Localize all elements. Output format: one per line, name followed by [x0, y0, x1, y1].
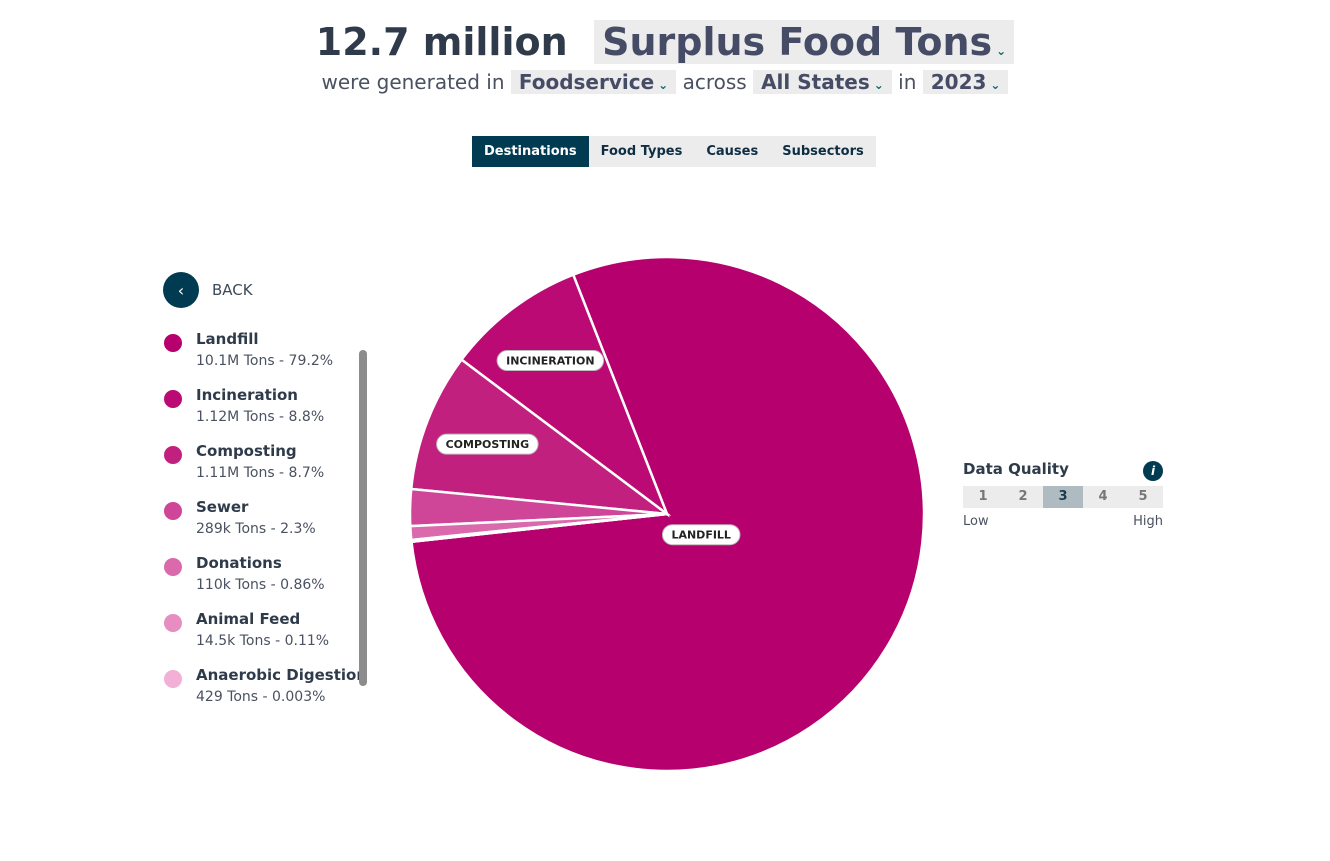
dq-scale: Low High [963, 514, 1163, 529]
legend-item[interactable]: Sewer 289k Tons - 2.3% [163, 498, 363, 554]
headline: 12.7 million Surplus Food Tons [0, 20, 1330, 64]
legend-name: Donations [196, 554, 282, 572]
tab[interactable]: Causes [706, 144, 759, 159]
slice-label-pill [661, 524, 741, 546]
legend-value: 1.12M Tons - 8.8% [196, 409, 325, 425]
slice-label-pill [436, 433, 539, 455]
region-select[interactable]: All States [753, 70, 892, 94]
back-button[interactable]: ‹ BACK [163, 272, 253, 308]
back-icon: ‹ [163, 272, 199, 308]
text: across [682, 70, 747, 94]
legend-value: 10.1M Tons - 79.2% [196, 353, 334, 369]
dq-low: Low [963, 514, 989, 529]
legend-name: Landfill [196, 330, 259, 348]
tab[interactable]: Subsectors [782, 144, 864, 159]
data-quality: Data Quality i 1 2 3 4 5 Low High [963, 460, 1163, 529]
back-label: BACK [212, 281, 253, 299]
year-select[interactable]: 2023 [922, 70, 1009, 94]
legend-name: Incineration [196, 386, 298, 404]
text: were generated in [321, 70, 505, 94]
slice-label: Composting [446, 438, 530, 451]
legend-value: 110k Tons - 0.86% [196, 577, 325, 593]
legend-name: Animal Feed [196, 610, 301, 628]
legend-dot [164, 614, 182, 632]
slice-label-pill [496, 350, 605, 372]
legend-dot [164, 390, 182, 408]
legend-item[interactable]: Donations 110k Tons - 0.86% [163, 554, 363, 610]
tabs: Destinations Food Types Causes Subsectors [472, 136, 876, 167]
legend-dot [164, 558, 182, 576]
slice-label: Landfill [671, 529, 731, 542]
info-icon[interactable]: i [1143, 461, 1163, 481]
legend-item[interactable]: Composting 1.11M Tons - 8.7% [163, 442, 363, 498]
slice-label: Incineration [506, 355, 594, 368]
legend-item[interactable]: Incineration 1.12M Tons - 8.8% [163, 386, 363, 442]
tab[interactable]: Food Types [600, 144, 683, 159]
dq-level[interactable]: 2 [1003, 486, 1043, 508]
legend: Landfill 10.1M Tons - 79.2% Incineration 1.… [163, 330, 367, 722]
dq-title: Data Quality [963, 460, 1069, 478]
legend-item[interactable]: Animal Feed 14.5k Tons - 0.11% [163, 610, 363, 666]
legend-item[interactable]: Anaerobic Digestion 429 Tons - 0.003% [163, 666, 367, 722]
legend-name: Composting [196, 442, 297, 460]
legend-value: 429 Tons - 0.003% [196, 689, 326, 705]
dq-level[interactable]: 4 [1083, 486, 1123, 508]
subline: were generated in Foodservice across All… [0, 70, 1330, 94]
legend-dot [164, 670, 182, 688]
legend-value: 14.5k Tons - 0.11% [196, 633, 330, 649]
dq-high: High [1133, 514, 1163, 529]
sector-select[interactable]: Foodservice [510, 70, 677, 94]
legend-dot [164, 502, 182, 520]
measure-select[interactable]: Surplus Food Tons [594, 20, 1015, 64]
dq-level[interactable]: 1 [963, 486, 1003, 508]
tab[interactable]: Destinations [472, 136, 589, 167]
legend-item[interactable]: Landfill 10.1M Tons - 79.2% [163, 330, 363, 386]
dq-level[interactable]: 3 [1043, 486, 1083, 508]
legend-value: 1.11M Tons - 8.7% [196, 465, 325, 481]
text: in [898, 70, 917, 94]
amount: 12.7 million [315, 20, 568, 64]
pie-slice [409, 357, 672, 516]
legend-dot [164, 446, 182, 464]
pie-slice [459, 273, 670, 518]
legend-dot [164, 334, 182, 352]
legend-name: Anaerobic Digestion [196, 666, 368, 684]
legend-name: Sewer [196, 498, 249, 516]
dq-level[interactable]: 5 [1123, 486, 1163, 508]
pie-slice [410, 512, 668, 544]
legend-value: 289k Tons - 2.3% [196, 521, 316, 537]
scrollbar[interactable] [359, 350, 367, 686]
